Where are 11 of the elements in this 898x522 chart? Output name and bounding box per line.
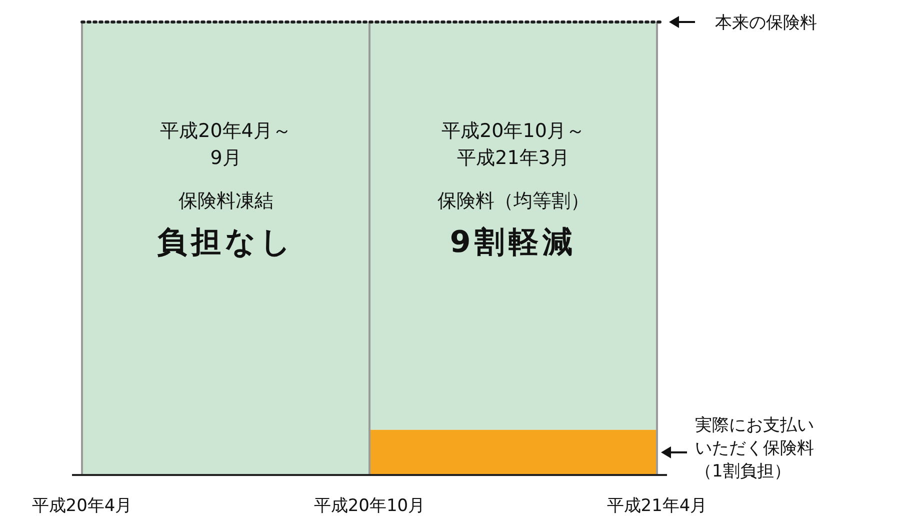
annotation: 9割軽減 bbox=[450, 225, 577, 260]
annotation: 平成20年10月～平成21年3月 bbox=[442, 120, 585, 169]
text: 平成21年4月 bbox=[606, 496, 708, 516]
text: 平成20年4月 bbox=[32, 496, 132, 516]
annotation: 負担なし bbox=[156, 225, 295, 260]
annotation: 保険料（均等割） bbox=[437, 190, 590, 212]
text: 実際にお支払いいただく保険料（1割負担） bbox=[695, 415, 814, 482]
ref-line-label: 本来の保険料 bbox=[715, 13, 817, 33]
text: 平成20年10月 bbox=[314, 496, 426, 516]
annotation: 保険料凍結 bbox=[178, 190, 274, 212]
annotation: 平成20年4月～9月 bbox=[160, 120, 292, 169]
